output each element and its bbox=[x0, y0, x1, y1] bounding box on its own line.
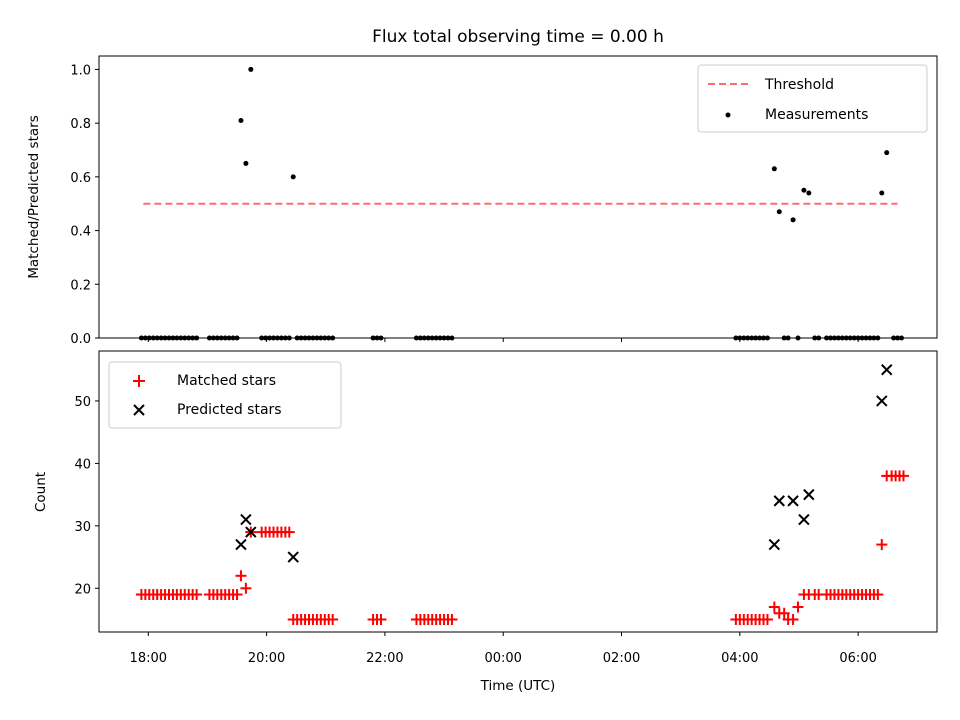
matched-star-point bbox=[876, 539, 888, 551]
matched-star-point bbox=[446, 614, 458, 626]
predicted-legend-label: Predicted stars bbox=[177, 402, 282, 418]
matched-star-point bbox=[761, 614, 773, 626]
top-y-tick-label: 0.0 bbox=[70, 332, 91, 347]
x-tick-label: 00:00 bbox=[484, 651, 521, 666]
matched-star-point bbox=[872, 589, 884, 601]
matched-legend-label: Matched stars bbox=[177, 373, 276, 389]
bottom-legend-box bbox=[108, 361, 342, 429]
x-tick-label: 06:00 bbox=[839, 651, 876, 666]
threshold-legend-label: Threshold bbox=[764, 77, 834, 93]
top-x-ticks bbox=[147, 338, 859, 342]
matched-star-point bbox=[283, 526, 295, 538]
x-tick-label: 18:00 bbox=[130, 651, 167, 666]
bottom-axes-frame bbox=[98, 350, 938, 633]
top-y-tick-label: 0.2 bbox=[70, 278, 91, 293]
count-points bbox=[135, 364, 909, 626]
top-y-axis-label: Matched/Predicted stars bbox=[26, 115, 42, 278]
bottom-legend: Matched stars Predicted stars bbox=[108, 361, 342, 429]
matched-star-point bbox=[191, 589, 203, 601]
matched-star-point bbox=[897, 470, 909, 482]
matched-star-point bbox=[231, 589, 243, 601]
predicted-star-point bbox=[245, 526, 257, 538]
predicted-star-point bbox=[798, 513, 810, 526]
predicted-star-point bbox=[287, 551, 299, 563]
matched-star-point bbox=[375, 614, 387, 626]
measurement-point bbox=[238, 117, 244, 123]
predicted-star-point bbox=[235, 538, 247, 551]
top-y-tick-label: 0.6 bbox=[70, 171, 91, 186]
predicted-star-point bbox=[787, 495, 799, 507]
bottom-panel: 20 30 40 50 18:00 20:00 22:00 00:00 02:00 04:00 0… bbox=[33, 350, 938, 694]
measurement-point bbox=[771, 166, 777, 172]
measurement-point bbox=[884, 150, 890, 156]
top-y-tick-label: 0.4 bbox=[70, 225, 91, 240]
measurement-point bbox=[290, 174, 296, 180]
bottom-x-ticks: 18:00 20:00 22:00 00:00 02:00 04:00 06:00 bbox=[130, 632, 877, 666]
measurements-legend-swatch bbox=[725, 112, 731, 118]
measurement-point bbox=[243, 160, 249, 166]
predicted-legend-swatch bbox=[133, 404, 145, 416]
matched-star-point bbox=[787, 614, 799, 626]
predicted-star-point bbox=[240, 513, 252, 526]
matched-star-point bbox=[792, 601, 804, 613]
bottom-y-tick-label: 20 bbox=[74, 582, 91, 597]
predicted-star-point bbox=[876, 395, 888, 407]
matched-star-point bbox=[235, 570, 247, 582]
measurement-point bbox=[801, 187, 807, 193]
matched-star-point bbox=[768, 601, 780, 613]
x-tick-label: 02:00 bbox=[603, 651, 640, 666]
bottom-y-tick-label: 30 bbox=[74, 520, 91, 535]
predicted-star-point bbox=[803, 488, 815, 501]
top-legend: Threshold Measurements bbox=[697, 64, 928, 133]
measurement-point bbox=[248, 66, 254, 72]
bottom-y-tick-label: 40 bbox=[74, 457, 91, 472]
measurement-point bbox=[806, 190, 812, 196]
top-panel: 0.0 0.2 0.4 0.6 0.8 1.0 Matched/Predicted sta… bbox=[26, 55, 938, 347]
predicted-star-point bbox=[881, 364, 893, 376]
matched-star-point bbox=[240, 582, 252, 594]
matched-legend-swatch bbox=[133, 375, 145, 387]
matched-star-point bbox=[778, 607, 790, 619]
x-tick-label: 04:00 bbox=[721, 651, 758, 666]
top-axes-frame bbox=[98, 55, 938, 339]
measurements-legend-label: Measurements bbox=[765, 107, 868, 123]
matched-star-point bbox=[327, 614, 339, 626]
measurement-point bbox=[776, 209, 782, 215]
measurement-point bbox=[879, 190, 885, 196]
bottom-y-axis-label: Count bbox=[33, 472, 49, 512]
x-axis-label: Time (UTC) bbox=[480, 678, 556, 694]
bottom-y-tick-label: 50 bbox=[74, 395, 91, 410]
x-tick-label: 22:00 bbox=[366, 651, 403, 666]
top-y-tick-label: 0.8 bbox=[70, 117, 91, 132]
chart-title: Flux total observing time = 0.00 h bbox=[372, 27, 664, 47]
top-y-ticks: 0.0 0.2 0.4 0.6 0.8 1.0 bbox=[70, 63, 99, 347]
top-y-tick-label: 1.0 bbox=[70, 63, 91, 78]
measurement-point bbox=[790, 217, 796, 223]
x-tick-label: 20:00 bbox=[248, 651, 285, 666]
predicted-star-point bbox=[773, 495, 785, 507]
top-legend-box bbox=[697, 64, 928, 133]
bottom-y-ticks: 20 30 40 50 bbox=[74, 395, 99, 597]
predicted-star-point bbox=[768, 538, 781, 551]
